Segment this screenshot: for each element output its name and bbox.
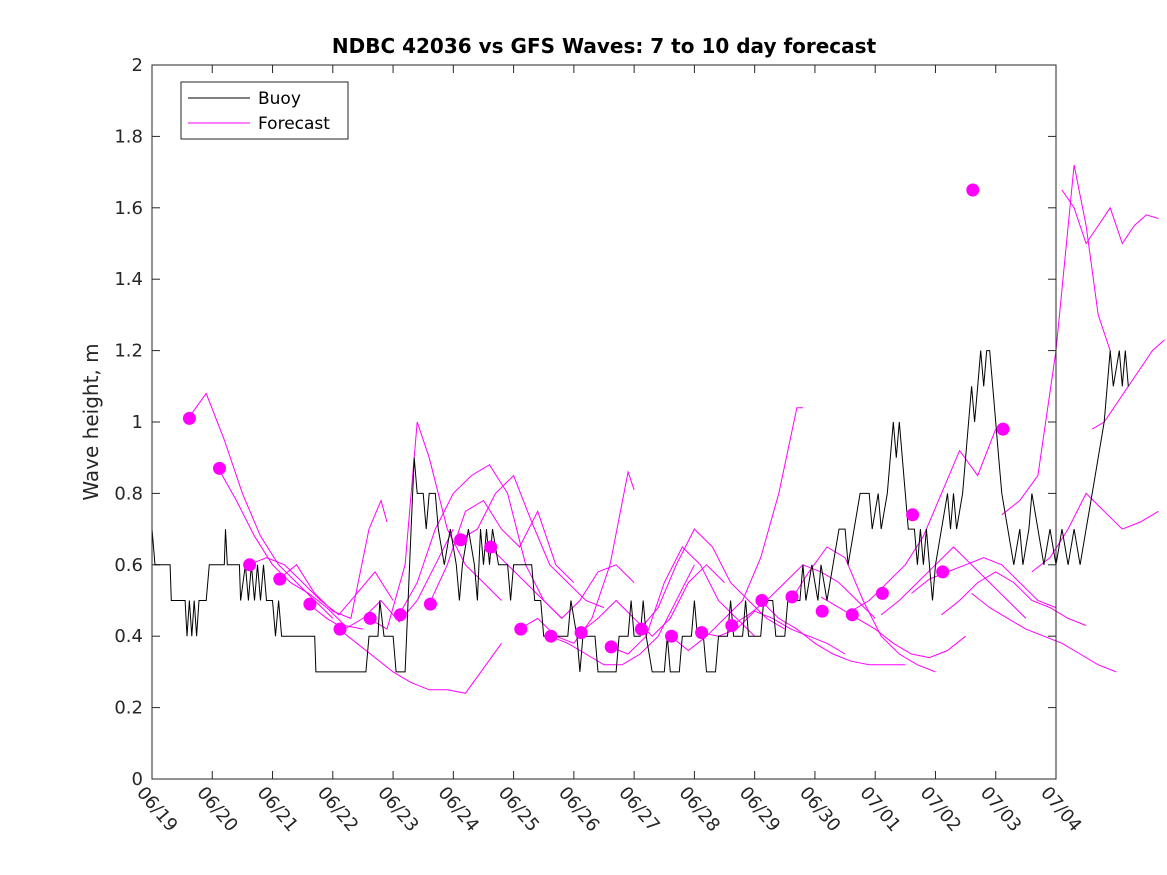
forecast-line [308, 528, 454, 630]
forecast-marker [393, 608, 407, 622]
forecast-line [639, 528, 786, 630]
legend-buoy-label: Buoy [258, 89, 301, 109]
forecast-line [398, 464, 563, 619]
forecast-line [941, 571, 1087, 626]
forecast-marker [273, 572, 287, 586]
forecast-line [338, 628, 502, 694]
forecast-marker [544, 629, 558, 643]
forecast-marker [182, 411, 196, 425]
forecast-line [278, 498, 388, 620]
forecast-marker [454, 533, 468, 547]
forecast-marker [875, 586, 889, 600]
y-axis-label: Wave height, m [79, 343, 103, 500]
plot-frame [151, 64, 1057, 780]
plot-area [152, 65, 1056, 779]
forecast-line [579, 564, 725, 637]
forecast-line [880, 546, 1027, 619]
forecast-marker [845, 608, 859, 622]
legend: Buoy Forecast [180, 81, 349, 140]
y-tick-label: 0.2 [114, 698, 143, 719]
y-tick-label: 1 [132, 412, 143, 433]
forecast-marker [785, 590, 799, 604]
series-layer [151, 164, 1165, 694]
legend-forecast-label: Forecast [258, 114, 330, 134]
forecast-line [549, 564, 695, 666]
forecast-marker [996, 422, 1010, 436]
forecast-marker [604, 640, 618, 654]
forecast-marker [665, 629, 678, 643]
forecast-marker [213, 461, 226, 475]
forecast-line [669, 407, 803, 652]
y-tick-label: 0.8 [114, 483, 143, 504]
y-tick-label: 1.2 [114, 341, 143, 362]
y-tick-label: 0 [132, 769, 143, 790]
forecast-marker [966, 183, 980, 197]
forecast-marker [695, 626, 709, 640]
forecast-line [700, 610, 846, 655]
y-tick-label: 0.4 [114, 626, 143, 647]
forecast-line [187, 392, 334, 619]
forecast-line [1001, 164, 1111, 516]
forecast-line [489, 546, 635, 620]
forecast-marker [906, 508, 920, 522]
y-tick-label: 1.6 [114, 198, 143, 219]
y-tick-label: 0.6 [114, 555, 143, 576]
chart-title: NDBC 42036 vs GFS Waves: 7 to 10 day for… [332, 34, 877, 58]
forecast-line [459, 474, 605, 609]
forecast-line [820, 596, 966, 659]
legend-box [180, 81, 349, 140]
forecast-line [217, 468, 363, 630]
y-tick-label: 1.8 [114, 126, 143, 147]
forecast-line [248, 557, 394, 616]
forecast-line [911, 557, 1057, 609]
forecast-marker [303, 597, 317, 611]
forecast-marker [423, 597, 437, 611]
forecast-marker [634, 622, 648, 636]
forecast-line [1031, 492, 1159, 573]
forecast-marker [725, 619, 739, 632]
forecast-marker [363, 611, 377, 625]
forecast-line [790, 546, 936, 673]
forecast-line [760, 600, 906, 666]
forecast-marker [755, 594, 769, 607]
y-tick-label: 2 [132, 55, 143, 76]
forecast-line [850, 428, 997, 612]
forecast-marker [514, 622, 528, 636]
forecast-marker [484, 540, 498, 554]
forecast-marker [333, 622, 347, 636]
forecast-marker [574, 626, 588, 640]
forecast-marker [243, 558, 257, 572]
y-tick-label: 1.4 [114, 269, 143, 290]
forecast-marker [815, 604, 829, 618]
forecast-line [368, 421, 502, 630]
forecast-line [1061, 189, 1159, 245]
forecast-line [971, 593, 1117, 673]
y-axis: 0 0.2 0.4 0.6 0.8 1 1.2 1.4 1.6 1.8 2 [114, 55, 1056, 790]
forecast-marker [936, 565, 950, 579]
